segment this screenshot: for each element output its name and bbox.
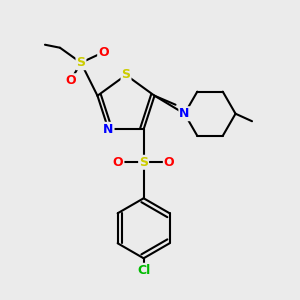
Text: S: S: [76, 56, 85, 69]
Text: S: S: [122, 68, 130, 82]
Text: S: S: [139, 156, 148, 169]
Text: N: N: [103, 123, 114, 136]
Text: O: O: [164, 156, 174, 169]
Text: O: O: [98, 46, 109, 59]
Text: N: N: [179, 107, 190, 120]
Text: O: O: [65, 74, 76, 87]
Text: Cl: Cl: [137, 264, 150, 277]
Text: O: O: [113, 156, 123, 169]
